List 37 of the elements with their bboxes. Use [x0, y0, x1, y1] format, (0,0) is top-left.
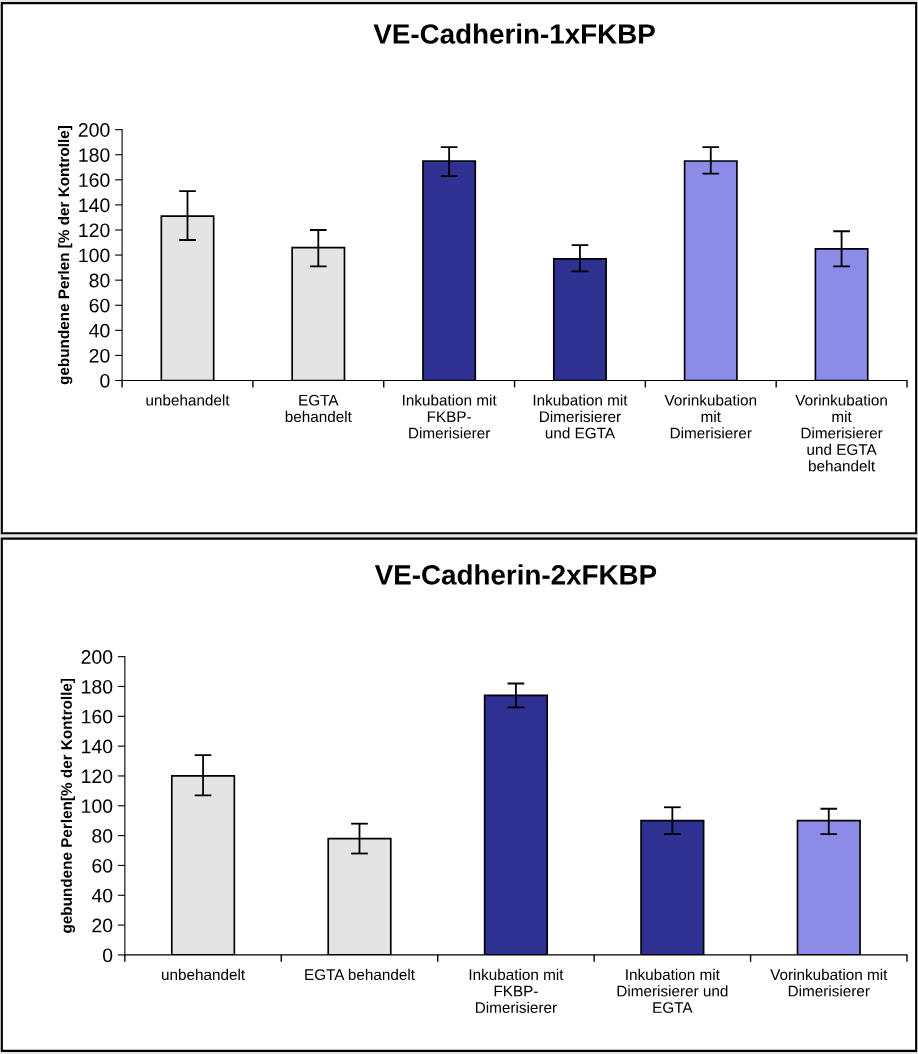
- y-tick-label: 20: [89, 348, 110, 363]
- x-tick-label: EGTA behandelt: [305, 968, 415, 981]
- x-tick-label: Vorinkubation mit Dimerisierer und EGTA behandelt: [795, 394, 887, 472]
- y-tick-label: 80: [92, 829, 113, 843]
- y-tick-label: 60: [89, 298, 110, 313]
- x-tick-label: Inkubation mit Dimerisierer und EGTA: [617, 968, 728, 1013]
- y-tick-label: 160: [79, 173, 110, 188]
- x-tick-label: Inkubation mit FKBP- Dimerisierer: [402, 394, 497, 439]
- y-tick-label: 20: [92, 918, 113, 933]
- y-tick-label: 200: [78, 123, 110, 137]
- y-tick-label: 0: [102, 948, 113, 963]
- y-tick-label: 180: [82, 679, 113, 694]
- y-axis-title: gebundene Perlen[% der Kontrolle]: [60, 678, 76, 933]
- y-tick-label: 40: [89, 323, 110, 338]
- x-tick-label: Inkubation mit Dimerisierer und EGTA: [533, 394, 628, 439]
- x-tick-label: Inkubation mit FKBP- Dimerisierer: [469, 968, 564, 1013]
- y-tick-label: 140: [82, 739, 113, 754]
- y-tick-label: 40: [91, 888, 113, 903]
- y-tick-label: 180: [79, 148, 110, 162]
- y-tick-label: 120: [79, 223, 110, 238]
- y-tick-label: 140: [79, 198, 110, 213]
- y-tick-label: 80: [89, 273, 110, 288]
- x-tick-label: Vorinkubation mit Dimerisierer: [770, 968, 888, 997]
- x-tick-label: EGTA behandelt: [285, 394, 352, 423]
- chart-title: VE-Cadherin-1xFKBP: [373, 23, 655, 44]
- x-tick-label: unbehandelt: [162, 968, 246, 981]
- y-tick-label: 60: [92, 858, 113, 873]
- y-tick-label: 100: [79, 248, 110, 263]
- x-tick-label: Vorinkubation mit Dimerisierer: [664, 394, 757, 439]
- y-tick-label: 120: [82, 769, 113, 784]
- y-tick-label: 100: [82, 799, 113, 814]
- x-tick-label: unbehandelt: [146, 394, 230, 406]
- y-tick-label: 0: [100, 373, 110, 388]
- y-tick-label: 160: [82, 709, 113, 724]
- chart-title: VE-Cadherin-2xFKBP: [374, 564, 657, 585]
- y-axis-title: gebundene Perlen [% der Kontrolle]: [57, 126, 73, 385]
- y-tick-label: 200: [81, 650, 113, 664]
